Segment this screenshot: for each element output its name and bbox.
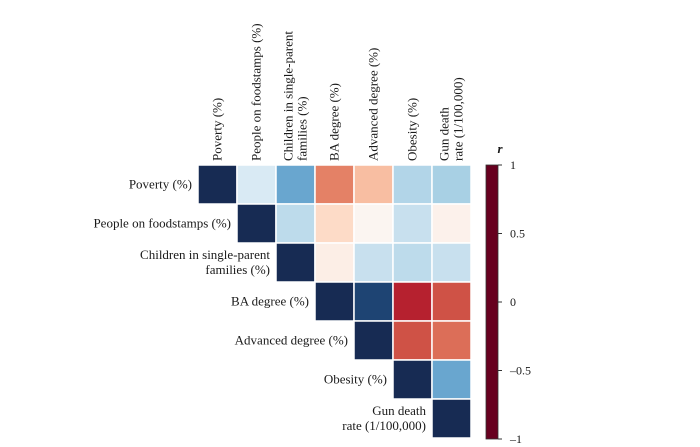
colorbar-tick-label: –1: [509, 432, 522, 446]
heatmap-cell: [353, 203, 394, 244]
col-label-people-on-foodstamps: People on foodstamps (%): [249, 23, 264, 161]
heatmap-cell: [431, 320, 472, 361]
colorbar: [485, 164, 499, 440]
heatmap-cell: [392, 320, 433, 361]
heatmap-cell: [431, 398, 472, 439]
heatmap-cells: [197, 164, 472, 439]
colorbar-tick-label: 0.5: [510, 227, 525, 241]
colorbar-title: r: [497, 141, 503, 156]
heatmap-cell: [392, 203, 433, 244]
heatmap-cell: [431, 203, 472, 244]
heatmap-cell: [431, 281, 472, 322]
row-label-people-on-foodstamps: People on foodstamps (%): [93, 216, 231, 231]
heatmap-cell: [314, 242, 355, 283]
col-label-children-in-single-parent-families: Children in single-parentfamilies (%): [281, 31, 310, 161]
colorbar-tick-label: –0.5: [509, 364, 531, 378]
heatmap-cell: [275, 164, 316, 205]
heatmap-cell: [431, 164, 472, 205]
heatmap-cell: [197, 164, 238, 205]
heatmap-cell: [236, 164, 277, 205]
colorbar-tick-label: 0: [510, 295, 516, 309]
heatmap-cell: [353, 281, 394, 322]
col-label-poverty: Poverty (%): [210, 98, 225, 161]
row-label-advanced-degree: Advanced degree (%): [235, 333, 348, 348]
row-label-children-in-single-parent-families: Children in single-parent families (%): [140, 247, 270, 277]
heatmap-cell: [275, 242, 316, 283]
heatmap-cell: [431, 359, 472, 400]
col-label-ba-degree: BA degree (%): [327, 83, 342, 161]
heatmap-cell: [314, 281, 355, 322]
col-label-advanced-degree: Advanced degree (%): [366, 48, 381, 161]
row-label-ba-degree: BA degree (%): [231, 294, 309, 309]
colorbar-tick-label: 1: [510, 158, 516, 172]
heatmap-cell: [353, 164, 394, 205]
heatmap-cell: [431, 242, 472, 283]
heatmap-cell: [236, 203, 277, 244]
heatmap-cell: [353, 320, 394, 361]
row-label-poverty: Poverty (%): [129, 177, 192, 192]
heatmap-cell: [392, 164, 433, 205]
heatmap-cell: [314, 164, 355, 205]
col-label-obesity: Obesity (%): [405, 98, 420, 161]
col-label-gun-death-rate-1-100-000: Gun deathrate (1/100,000): [437, 77, 466, 161]
heatmap-cell: [392, 281, 433, 322]
heatmap-cell: [314, 203, 355, 244]
row-label-gun-death-rate-1-100-000: Gun death rate (1/100,000): [342, 403, 426, 433]
row-label-obesity: Obesity (%): [324, 372, 387, 387]
heatmap-cell: [392, 242, 433, 283]
heatmap-cell: [353, 242, 394, 283]
heatmap-cell: [392, 359, 433, 400]
heatmap-cell: [275, 203, 316, 244]
